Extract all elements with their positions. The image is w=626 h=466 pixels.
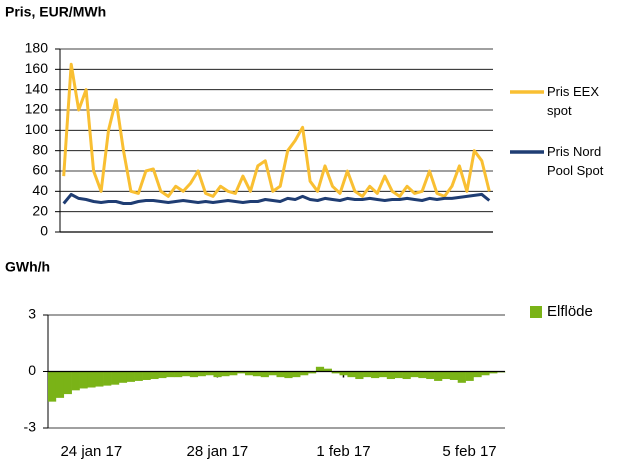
bar: [229, 371, 238, 376]
bar: [394, 371, 403, 379]
bar: [134, 371, 143, 381]
bar: [323, 368, 332, 372]
y-tick-label: 0: [40, 223, 48, 239]
bar: [481, 371, 490, 376]
bar: [189, 371, 199, 378]
bar: [87, 371, 96, 388]
y-tick-label: 60: [32, 162, 48, 178]
y-tick-label: 40: [32, 182, 48, 198]
y-tick-label: 180: [25, 40, 49, 56]
bar: [276, 371, 285, 378]
bar: [410, 371, 419, 378]
bar: [48, 371, 57, 402]
y-tick-label: 120: [25, 101, 49, 117]
bar: [457, 371, 466, 383]
bar: [111, 371, 120, 385]
bar: [63, 371, 72, 395]
bar: [237, 371, 246, 374]
bar: [371, 371, 380, 379]
y-tick-label: 100: [25, 121, 49, 137]
legend-label: Pris Nord Pool Spot: [547, 144, 604, 178]
bar: [355, 371, 364, 380]
bar: [300, 371, 309, 376]
x-tick-label: 1 feb 17: [316, 443, 370, 460]
y-tick-label: 160: [25, 60, 49, 76]
bar: [489, 371, 498, 374]
y-tick-label: 20: [32, 202, 48, 218]
bar: [331, 371, 340, 374]
bar: [386, 371, 395, 380]
bar: [339, 371, 348, 376]
bar: [441, 371, 451, 380]
bar: [95, 371, 104, 387]
bar: [378, 371, 388, 378]
bar: [292, 371, 301, 378]
x-tick-label: 24 jan 17: [60, 443, 122, 460]
y-tick-label: 140: [25, 80, 49, 96]
bar: [142, 371, 151, 380]
bar: [205, 371, 214, 376]
bar: [252, 371, 262, 377]
bar: [347, 371, 356, 378]
bar: [402, 371, 411, 380]
legend-label: Elflöde: [547, 303, 593, 320]
y-tick-label: 3: [28, 306, 36, 322]
bar: [449, 371, 459, 380]
x-tick-label: 28 jan 17: [187, 443, 249, 460]
bar: [465, 371, 474, 381]
bar: [221, 371, 230, 377]
bar: [174, 371, 183, 378]
bar: [308, 371, 317, 374]
bar: [363, 371, 372, 378]
bar: [150, 371, 159, 380]
bar: [79, 371, 88, 389]
bar: [244, 371, 254, 376]
legend-label: Pris EEX spot: [547, 84, 600, 118]
chart-title: Pris, EUR/MWh: [5, 4, 106, 20]
bar: [315, 366, 325, 372]
bar: [268, 371, 277, 376]
bar: [197, 371, 206, 377]
bar: [418, 371, 427, 379]
legend-swatch: [530, 306, 542, 318]
y-tick-label: 80: [32, 141, 48, 157]
bar: [260, 371, 269, 378]
bar: [55, 371, 65, 398]
chart-title: GWh/h: [5, 259, 50, 275]
y-tick-label: -3: [24, 419, 37, 435]
bar: [284, 371, 293, 379]
bar: [181, 371, 191, 377]
y-tick-label: 0: [28, 362, 36, 378]
bar: [166, 371, 175, 378]
bar: [118, 371, 128, 383]
bar: [473, 371, 482, 378]
bar: [158, 371, 167, 379]
x-tick-label: 5 feb 17: [442, 443, 496, 460]
bar: [103, 371, 112, 386]
bar: [426, 371, 435, 380]
bar: [434, 371, 443, 381]
bar: [71, 371, 80, 391]
bar: [213, 371, 222, 378]
series-line: [62, 192, 491, 205]
series-line: [62, 62, 491, 198]
bar: [126, 371, 135, 382]
